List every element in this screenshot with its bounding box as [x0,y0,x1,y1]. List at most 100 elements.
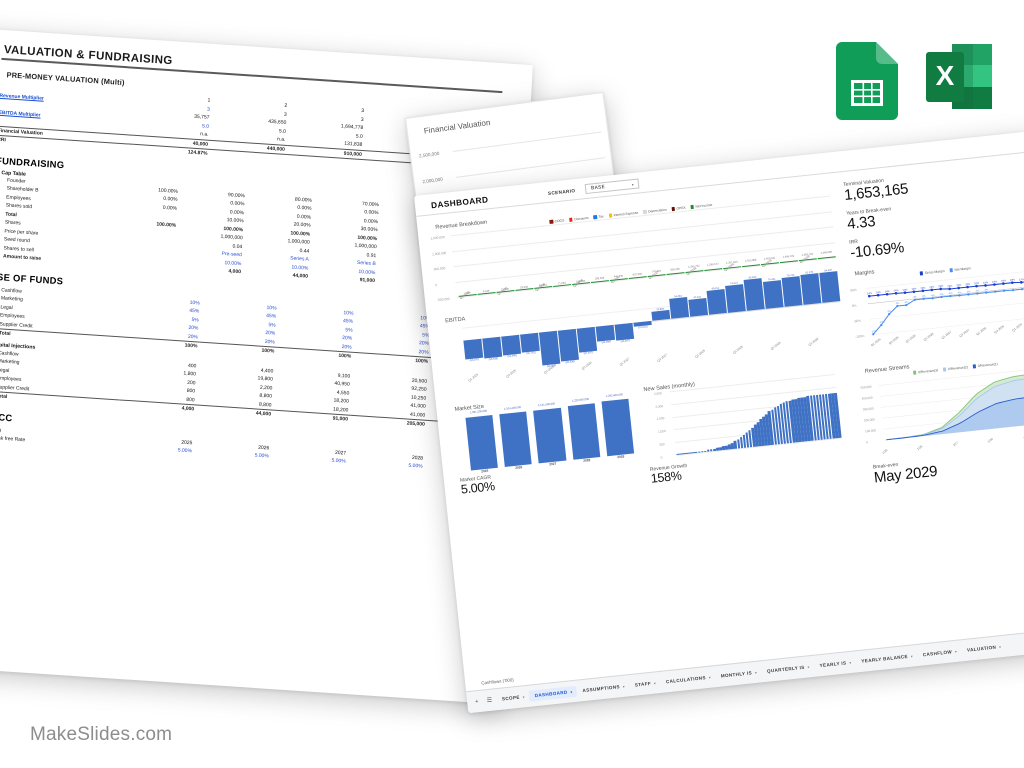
legend-swatch [643,210,647,214]
sheet-tab-yearly-balance[interactable]: YEARLY BALANCE ▾ [855,650,918,667]
data-label: 23% [920,286,926,290]
chevron-down-icon[interactable]: ▾ [998,644,1002,649]
sheet-tab-calculations[interactable]: CALCULATIONS ▾ [659,671,715,688]
data-label: -3% [921,295,926,299]
bar[interactable]: 1,091,200,000 [465,410,499,471]
svg-text:-50%: -50% [853,319,861,324]
data-label: 20% [974,282,980,286]
bar-fill [706,289,727,315]
bar-fill [688,298,708,317]
data-label: -4% [930,294,935,298]
sheet-tab-staff[interactable]: STAFF ▾ [628,677,660,691]
revenue-streams-chart[interactable]: 500,000 400,000 300,000 200,000 100,000 0 [860,361,1024,453]
bar-fill [463,338,483,360]
data-label: -4% [966,290,971,294]
axis-tick-label: 2,000,000 [422,176,443,184]
legend-swatch [608,213,613,218]
legend-label: Tax [598,214,604,219]
chevron-down-icon[interactable]: ▾ [653,680,657,686]
data-label: -17% [871,330,878,334]
svg-text:400,000: 400,000 [861,396,873,401]
tab-label: VALUATION [966,644,997,653]
bar-fill [614,322,634,341]
data-label: -3% [912,295,917,299]
data-label: 24% [876,291,882,295]
data-label: 19% [1010,278,1016,282]
tab-label: DASHBOARD [534,689,568,699]
data-label: -4% [939,293,944,297]
data-label: 23% [938,285,944,289]
google-sheets-icon[interactable] [836,42,898,120]
tab-label: QUARTERLY IS [766,664,805,674]
axis-tick-label: 0 [435,282,438,287]
chevron-down-icon[interactable]: ▾ [807,664,810,669]
chevron-down-icon[interactable]: ▾ [570,689,573,694]
margins-svg: 50%0%-50%-100%24% 24% 24% 24% 23% 23% 23% 23% 23… [850,269,1024,339]
data-label: 24% [894,289,900,293]
tab-label: YEARLY IS [819,660,847,669]
data-label: -17% [879,320,886,324]
svg-text:X: X [936,60,955,91]
data-label: -3% [895,302,900,306]
data-label: 19% [1001,279,1007,283]
legend-swatch [671,207,676,211]
tab-label: CASHFLOW [922,649,953,658]
chevron-down-icon[interactable]: ▾ [849,660,852,665]
chevron-down-icon[interactable]: ▾ [754,670,758,675]
chevron-down-icon[interactable]: ▾ [708,675,712,680]
tab-label: MONTHLY IS [720,670,753,679]
add-sheet-icon[interactable]: + [474,698,480,705]
axis-tick-label: 2,500,000 [418,150,440,158]
axis-tick-label: 1,500 [656,416,665,422]
sheet-tab-cashflow[interactable]: CASHFLOW ▾ [916,645,961,661]
scenario-dropdown[interactable]: BASE ▾ [584,178,640,195]
bar-fill [725,284,746,313]
sheet-tab-assumptions[interactable]: ASSUMPTIONS ▾ [576,680,629,696]
chevron-down-icon[interactable]: ▾ [954,649,958,654]
dashboard-spreadsheet[interactable]: DASHBOARD SCENARIO BASE ▾ Revenue Breakd… [414,130,1024,714]
legend-swatch [549,219,554,224]
sheet-tab-valuation[interactable]: VALUATION ▾ [960,641,1005,657]
svg-text:0: 0 [866,440,868,444]
bar[interactable]: 1,220,900,000 [567,398,601,460]
dashboard-title: DASHBOARD [430,194,489,211]
sheet-tab-quarterly-is[interactable]: QUARTERLY IS ▾ [760,661,814,677]
legend-swatch [569,217,573,222]
axis-tick-label: 2,000 [655,403,664,409]
bar-fill [743,278,765,311]
data-label: 20% [956,284,962,288]
scenario-value: BASE [590,184,606,191]
chevron-down-icon[interactable]: ▾ [910,653,914,659]
sheet-tab-scope[interactable]: SCOPE ▾ [495,691,529,705]
sheet-tab-dashboard[interactable]: DASHBOARD ▾ [528,685,578,702]
margins-chart[interactable]: 50% 0% -50% -100% 24% 24% 24% 24% 23% 23% 23% 23% 23… [850,264,1024,346]
bar-fill [800,273,822,305]
legend-swatch [949,268,954,273]
sheet-tab-yearly-is[interactable]: YEARLY IS ▾ [813,656,856,671]
bar[interactable]: 1,141,500,000 [533,402,567,464]
break-even-value: May 2029 [873,462,939,487]
tab-label: ASSUMPTIONS [582,684,621,694]
data-label: -5% [984,288,989,292]
chevron-down-icon[interactable]: ▾ [522,694,525,699]
svg-text:0%: 0% [852,304,857,308]
bar[interactable]: 1,292,400,000 [601,393,635,457]
all-sheets-menu-icon[interactable]: ☰ [486,697,493,705]
data-label: 24% [867,292,873,296]
svg-text:500,000: 500,000 [860,385,872,390]
chevron-down-icon[interactable]: ▾ [622,684,626,689]
axis-tick-label: 500,000 [433,266,446,272]
scenario-label: SCENARIO [547,187,576,196]
data-label: 17% [1019,278,1024,282]
tab-label: STAFF [634,680,652,688]
legend-swatch [593,215,598,220]
svg-text:50%: 50% [850,288,857,293]
microsoft-excel-icon[interactable]: X [926,42,992,120]
bar-fill [576,326,597,353]
bar[interactable]: 1,104,400,000 [499,406,533,467]
data-label: -4% [904,301,909,305]
axis-tick-label: 1,000 [657,429,666,434]
sheet-tab-monthly-is[interactable]: MONTHLY IS ▾ [714,666,761,682]
data-label: 20% [947,285,953,289]
legend-swatch [972,364,977,369]
